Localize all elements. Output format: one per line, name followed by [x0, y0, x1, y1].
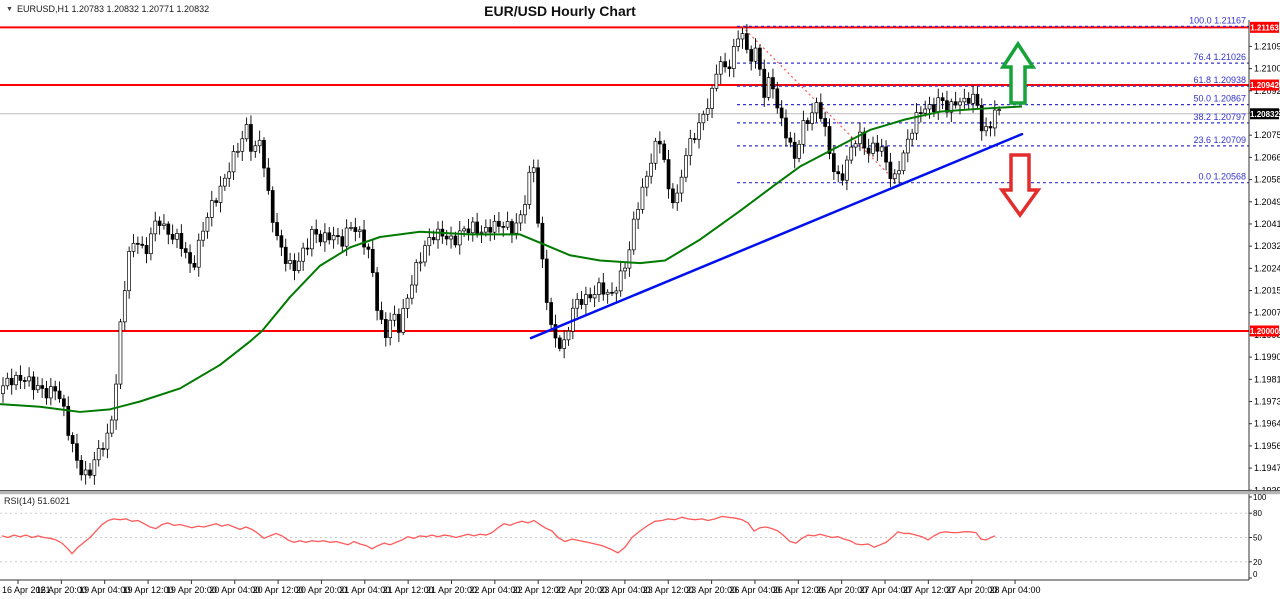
rsi-pane: 100 80 50 20 0 [0, 493, 1267, 581]
candles [1, 24, 1002, 485]
price-tick-label: 1.21090 [1254, 41, 1280, 51]
time-tick-label: 20 Apr 04:00 [209, 585, 260, 595]
time-tick-label: 20 Apr 20:00 [296, 585, 347, 595]
fibonacci-retracement[interactable]: 100.0 1.21167 76.4 1.21026 61.8 1.20938 50.… [737, 15, 1249, 184]
fib-level-label: 50.0 1.20867 [1193, 94, 1246, 104]
time-tick-label: 21 Apr 04:00 [339, 585, 390, 595]
price-tick-label: 1.21005 [1254, 64, 1280, 74]
price-tick-label: 1.20240 [1254, 263, 1280, 273]
price-tick-label: 1.20070 [1254, 308, 1280, 318]
price-tick-label: 1.20580 [1254, 175, 1280, 185]
time-tick-label: 26 Apr 04:00 [729, 585, 780, 595]
time-tick-label: 22 Apr 12:00 [513, 585, 564, 595]
time-tick-label: 27 Apr 20:00 [946, 585, 997, 595]
price-tag: 1.20832 [1250, 110, 1279, 119]
trendline[interactable] [529, 132, 1024, 340]
time-tick-label: 21 Apr 20:00 [426, 585, 477, 595]
price-tags: 1.21163 1.20942 1.20000 1.20832 [1250, 21, 1280, 337]
symbol-dropdown-icon[interactable]: ▼ [6, 5, 13, 13]
rsi-tick-label: 100 [1253, 493, 1267, 502]
price-tick-label: 1.19900 [1254, 352, 1280, 362]
symbol-ohlc-text: EURUSD,H1 1.20783 1.20832 1.20771 1.2083… [16, 4, 210, 14]
price-tag: 1.20942 [1250, 81, 1279, 90]
time-tick-label: 21 Apr 12:00 [383, 585, 434, 595]
price-tick-label: 1.19560 [1254, 441, 1280, 451]
price-tick-label: 1.19730 [1254, 396, 1280, 406]
price-tick-label: 1.20495 [1254, 197, 1280, 207]
price-tick-label: 1.19475 [1254, 463, 1280, 473]
fib-level-label: 61.8 1.20938 [1193, 75, 1246, 85]
price-tick-label: 1.20750 [1254, 130, 1280, 140]
time-tick-label: 16 Apr 2021 [2, 585, 51, 595]
time-tick-label: 22 Apr 04:00 [469, 585, 520, 595]
moving-average-line [0, 105, 1023, 413]
time-tick-label: 19 Apr 20:00 [166, 585, 217, 595]
price-tick-label: 1.20665 [1254, 152, 1280, 162]
price-tag: 1.21163 [1250, 23, 1279, 32]
time-tick-label: 23 Apr 20:00 [686, 585, 737, 595]
time-tick-label: 16 Apr 20:00 [36, 585, 87, 595]
pane-separator[interactable] [0, 490, 1280, 492]
fib-level-label: 38.2 1.20797 [1193, 112, 1246, 122]
down-arrow-icon [998, 153, 1042, 218]
fib-level-label: 0.0 1.20568 [1198, 172, 1246, 182]
rsi-line [1, 515, 996, 555]
signal-arrows [998, 40, 1042, 218]
rsi-tick-label: 50 [1253, 534, 1262, 543]
horizontal-lines[interactable] [0, 26, 1249, 332]
chart-title: EUR/USD Hourly Chart [484, 3, 636, 19]
price-tick-label: 1.20155 [1254, 286, 1280, 296]
symbol-info: ▼ EURUSD,H1 1.20783 1.20832 1.20771 1.20… [6, 4, 209, 14]
time-tick-label: 27 Apr 04:00 [859, 585, 910, 595]
time-tick-label: 20 Apr 12:00 [253, 585, 304, 595]
rsi-tick-label: 20 [1253, 558, 1262, 567]
rsi-tick-label: 0 [1253, 570, 1258, 579]
rsi-tick-label: 80 [1253, 509, 1262, 518]
fib-level-label: 23.6 1.20709 [1193, 135, 1246, 145]
pane-separator-band[interactable] [0, 491, 1280, 495]
fib-level-label: 100.0 1.21167 [1189, 15, 1246, 25]
price-tick-label: 1.20325 [1254, 241, 1280, 251]
price-tick-label: 1.20410 [1254, 219, 1280, 229]
time-tick-label: 27 Apr 12:00 [903, 585, 954, 595]
price-tick-label: 1.19645 [1254, 419, 1280, 429]
price-tick-label: 1.20920 [1254, 86, 1280, 96]
time-tick-label: 28 Apr 04:00 [990, 585, 1041, 595]
time-tick-label: 26 Apr 20:00 [816, 585, 867, 595]
price-tag: 1.20000 [1250, 327, 1279, 336]
up-arrow-icon [999, 40, 1037, 105]
time-tick-label: 23 Apr 04:00 [599, 585, 650, 595]
price-tick-label: 1.19815 [1254, 374, 1280, 384]
rsi-indicator-label: RSI(14) 51.6021 [4, 496, 71, 506]
time-tick-label: 23 Apr 12:00 [643, 585, 694, 595]
fib-level-label: 76.4 1.21026 [1193, 52, 1246, 62]
time-tick-label: 26 Apr 12:00 [773, 585, 824, 595]
time-tick-label: 19 Apr 12:00 [123, 585, 174, 595]
time-tick-label: 22 Apr 20:00 [556, 585, 607, 595]
time-tick-label: 19 Apr 04:00 [79, 585, 130, 595]
